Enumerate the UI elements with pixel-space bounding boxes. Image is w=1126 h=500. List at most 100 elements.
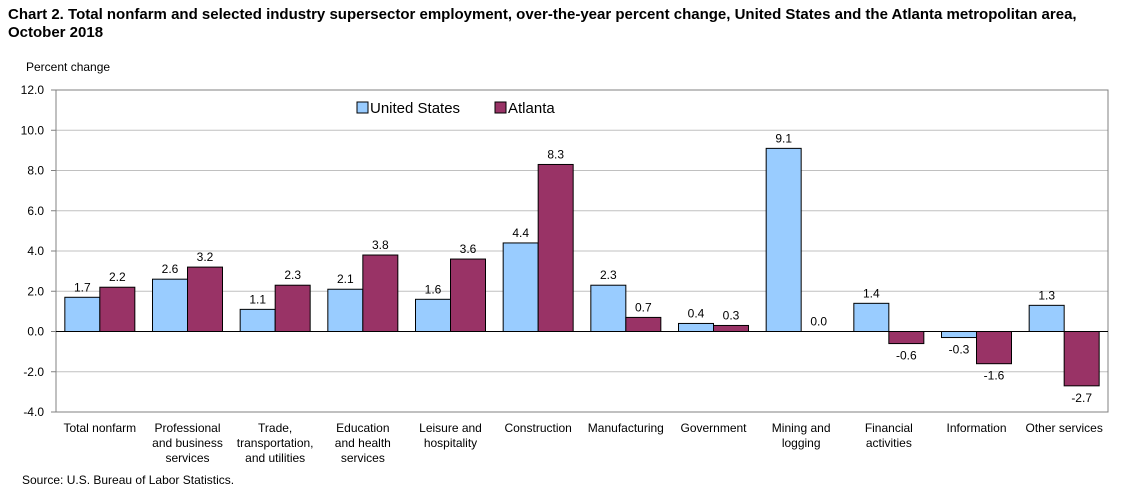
legend: United States Atlanta xyxy=(356,100,555,117)
data-label-united-states: 1.6 xyxy=(425,282,442,296)
x-tick-label: Trade, transportation, and utilities xyxy=(237,421,314,465)
data-label-united-states: 1.7 xyxy=(74,280,91,294)
x-tick-label-line: Professional xyxy=(154,421,220,435)
x-tick-label-line: Mining and xyxy=(772,421,831,435)
x-tick-label-line: services xyxy=(341,451,385,465)
bar-atlanta xyxy=(362,254,399,332)
bar-atlanta xyxy=(976,331,1012,365)
data-label-united-states: 1.4 xyxy=(863,286,880,300)
bar-atlanta xyxy=(187,266,223,333)
labels: -4.0 -2.0 0.0 2.0 4.0 6.0 8.0 10.0 12.0 1.7 2.2 Tot… xyxy=(21,83,1103,465)
x-tick-label: Mining and logging xyxy=(772,421,831,450)
data-label-atlanta: 0.7 xyxy=(635,300,652,314)
x-tick-label-line: Trade, xyxy=(258,421,292,435)
y-axis-label: Percent change xyxy=(26,60,111,74)
x-tick-label: Manufacturing xyxy=(588,421,664,435)
data-label-united-states: 9.1 xyxy=(775,131,792,145)
axes xyxy=(51,89,1109,413)
x-tick-label: Education and health services xyxy=(335,421,391,465)
bar-united-states xyxy=(64,296,101,333)
x-tick-label-line: activities xyxy=(866,436,912,450)
legend-swatch-united-states xyxy=(356,101,369,114)
x-tick-label-line: and business xyxy=(152,436,223,450)
bar-united-states xyxy=(502,242,539,332)
bar-united-states xyxy=(239,308,276,332)
data-label-atlanta: -0.6 xyxy=(896,349,917,363)
data-label-atlanta: 3.6 xyxy=(460,242,477,256)
data-label-united-states: 0.4 xyxy=(688,306,705,320)
x-tick-label: Leisure and hospitality xyxy=(419,421,482,450)
bar-united-states xyxy=(678,322,714,333)
plot-frame xyxy=(55,89,1109,413)
data-label-atlanta: 0.3 xyxy=(723,308,740,322)
x-tick-label-line: services xyxy=(165,451,209,465)
data-label-atlanta: 2.3 xyxy=(284,268,301,282)
x-tick-label-line: Construction xyxy=(504,421,571,435)
chart-title: Chart 2. Total nonfarm and selected indu… xyxy=(8,6,1077,41)
bar-atlanta xyxy=(625,316,662,333)
data-label-united-states: 1.1 xyxy=(249,292,266,306)
x-tick-label: Construction xyxy=(504,421,571,435)
y-tick-label: 0.0 xyxy=(27,325,44,339)
bar-atlanta xyxy=(1063,331,1100,387)
x-tick-label-line: Financial xyxy=(865,421,913,435)
x-tick-label: Professional and business services xyxy=(152,421,223,465)
bar-united-states xyxy=(765,147,802,332)
bar-atlanta xyxy=(713,324,749,332)
data-label-atlanta: -1.6 xyxy=(984,369,1005,383)
x-tick-label-line: Education xyxy=(336,421,389,435)
data-label-atlanta: 8.3 xyxy=(547,147,564,161)
data-label-united-states: 1.3 xyxy=(1038,288,1055,302)
x-tick-label-line: hospitality xyxy=(424,436,477,450)
data-label-united-states: 2.1 xyxy=(337,272,354,286)
bar-atlanta xyxy=(888,331,925,345)
data-label-atlanta: 2.2 xyxy=(109,270,126,284)
y-tick-label: -4.0 xyxy=(23,405,44,419)
y-tick-label: 8.0 xyxy=(27,164,44,178)
data-label-united-states: 4.4 xyxy=(512,226,529,240)
bar-united-states xyxy=(1028,304,1065,332)
y-tick-label: 4.0 xyxy=(27,244,44,258)
bar-atlanta xyxy=(450,258,486,332)
x-tick-label-line: Manufacturing xyxy=(588,421,664,435)
x-tick-label: Other services xyxy=(1025,421,1102,435)
x-tick-label-line: Total nonfarm xyxy=(63,421,136,435)
x-tick-label-line: Government xyxy=(680,421,747,435)
gridlines xyxy=(56,89,1108,413)
y-tick-label: 12.0 xyxy=(21,83,45,97)
data-label-atlanta: 3.8 xyxy=(372,238,389,252)
data-label-atlanta: 0.0 xyxy=(810,315,827,329)
bar-united-states xyxy=(327,288,364,332)
legend-swatch-atlanta xyxy=(494,101,507,114)
data-label-united-states: 2.3 xyxy=(600,268,617,282)
bar-atlanta xyxy=(99,286,136,333)
x-tick-label-line: transportation, xyxy=(237,436,314,450)
x-tick-label-line: Other services xyxy=(1025,421,1102,435)
data-label-united-states: -0.3 xyxy=(949,343,970,357)
y-tick-label: 2.0 xyxy=(27,284,44,298)
x-tick-label: Financial activities xyxy=(865,421,913,450)
x-tick-label: Government xyxy=(680,421,747,435)
y-tick-label: -2.0 xyxy=(23,365,44,379)
x-tick-label: Total nonfarm xyxy=(63,421,136,435)
x-tick-label-line: and utilities xyxy=(245,451,305,465)
data-label-atlanta: 3.2 xyxy=(197,250,214,264)
bars xyxy=(64,147,1100,387)
bar-atlanta xyxy=(537,163,574,332)
legend-label-atlanta: Atlanta xyxy=(508,100,555,117)
bar-united-states xyxy=(853,302,890,333)
x-tick-label-line: logging xyxy=(782,436,821,450)
x-tick-label-line: Leisure and xyxy=(419,421,482,435)
bar-united-states xyxy=(415,298,451,332)
data-label-atlanta: -2.7 xyxy=(1071,391,1092,405)
bar-united-states xyxy=(590,284,627,332)
data-label-united-states: 2.6 xyxy=(162,262,179,276)
y-tick-label: 6.0 xyxy=(27,204,44,218)
y-tick-label: 10.0 xyxy=(21,123,45,137)
bar-united-states xyxy=(941,331,977,339)
legend-label-united-states: United States xyxy=(370,100,460,117)
x-tick-label-line: and health xyxy=(335,436,391,450)
bar-atlanta xyxy=(274,284,311,332)
x-tick-label-line: Information xyxy=(946,421,1006,435)
